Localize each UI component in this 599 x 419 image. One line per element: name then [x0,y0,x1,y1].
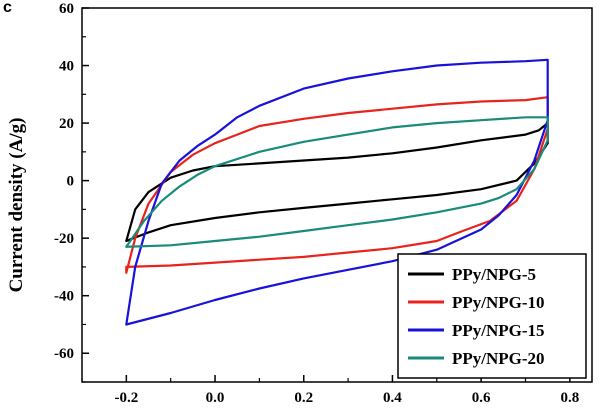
series-line-ppy-npg-20 [125,116,549,248]
x-tick-label: 0.4 [383,390,402,406]
y-tick-label: -20 [54,231,74,247]
y-axis: -60 -40 -20 0 20 40 60 [54,1,89,383]
x-axis: -0.2 0.0 0.2 0.4 0.6 0.8 [81,375,579,406]
y-tick-label: -40 [54,289,74,305]
y-tick-label: 0 [67,174,75,190]
series-line-ppy-npg-10 [125,96,549,274]
series-group [125,58,549,326]
x-tick-label: 0.2 [294,390,313,406]
x-tick-label: 0.6 [472,390,491,406]
y-tick-label: 40 [59,59,74,75]
legend-label: PPy/NPG-10 [452,293,545,312]
y-tick-label: 60 [59,1,74,17]
plot-frame [81,7,593,383]
x-tick-label: 0.8 [560,390,579,406]
panel-letter: c [3,0,12,16]
y-axis-title: Current density (A/g) [6,118,27,293]
legend-label: PPy/NPG-5 [452,265,536,284]
legend: PPy/NPG-5 PPy/NPG-10 PPy/NPG-15 PPy/NPG-20 [397,253,587,379]
legend-label: PPy/NPG-15 [452,321,545,340]
series-line-ppy-npg-5 [125,121,549,243]
legend-label: PPy/NPG-20 [452,349,545,368]
x-tick-label: -0.2 [114,390,138,406]
y-tick-label: -60 [54,346,74,362]
y-tick-label: 20 [59,116,74,132]
x-tick-label: 0.0 [206,390,225,406]
series-line-ppy-npg-15 [125,58,549,326]
